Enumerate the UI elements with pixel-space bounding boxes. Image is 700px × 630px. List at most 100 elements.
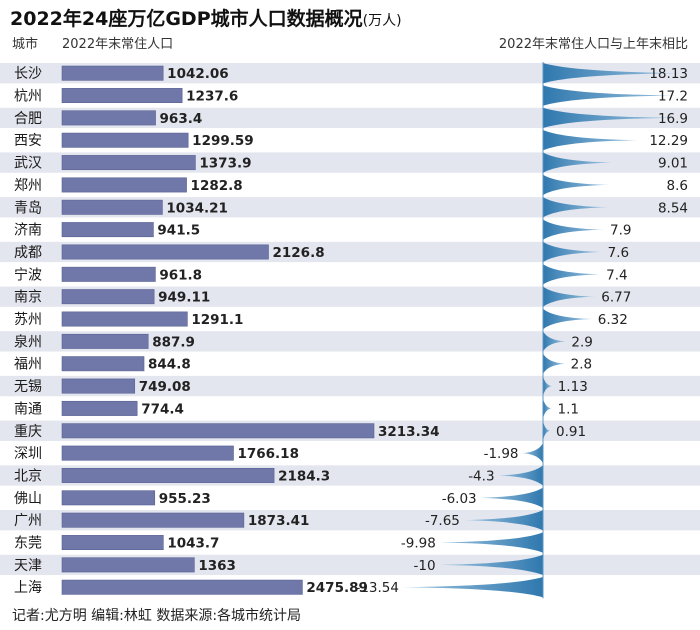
change-value-label: 1.1 xyxy=(557,401,578,417)
row-stripe xyxy=(0,353,700,374)
population-bar xyxy=(61,356,145,372)
city-label: 南京 xyxy=(14,290,42,306)
change-spike xyxy=(543,420,551,441)
change-spike xyxy=(543,219,605,240)
change-spike xyxy=(543,286,596,307)
city-label: 广州 xyxy=(14,513,42,529)
population-value-label: 1363 xyxy=(198,558,236,574)
population-bar xyxy=(61,266,156,282)
population-bar xyxy=(61,512,245,528)
change-spike xyxy=(543,308,592,330)
population-value-label: 941.5 xyxy=(157,223,200,239)
change-spike xyxy=(463,510,543,531)
city-label: 佛山 xyxy=(14,491,42,507)
city-label: 长沙 xyxy=(14,66,42,82)
population-value-label: 949.11 xyxy=(158,290,210,306)
change-spike xyxy=(480,487,543,508)
population-bar xyxy=(61,65,164,81)
change-spike xyxy=(543,353,565,374)
row-stripe xyxy=(0,264,700,285)
change-value-label: 0.91 xyxy=(556,424,586,440)
population-bar xyxy=(61,535,164,550)
change-value-label: -9.98 xyxy=(401,536,436,552)
change-value-label: 17.2 xyxy=(658,89,688,105)
change-value-label: 18.13 xyxy=(649,66,688,82)
chart-title-unit: (万人) xyxy=(363,13,402,29)
population-value-label: 1766.18 xyxy=(237,446,299,462)
population-bar xyxy=(61,333,149,349)
change-spike xyxy=(543,375,552,397)
city-label: 合肥 xyxy=(14,111,42,127)
row-stripe xyxy=(0,331,700,352)
change-spikes: 18.13 17.2 16.9 12.29 9.01 8.6 8.54 7.9 7.6 7.4 6.… xyxy=(355,62,688,599)
population-bar xyxy=(61,132,189,148)
change-spike xyxy=(403,577,543,598)
change-value-label: -1.98 xyxy=(484,446,519,462)
change-value-label: 2.9 xyxy=(571,334,592,350)
change-value-label: 16.9 xyxy=(658,111,688,127)
change-value-label: 1.13 xyxy=(558,379,588,395)
change-spike xyxy=(439,532,543,553)
row-stripe xyxy=(0,107,700,129)
change-spike xyxy=(543,264,601,285)
city-label: 南通 xyxy=(14,401,42,417)
change-spike xyxy=(543,130,638,151)
population-bar xyxy=(61,445,234,461)
population-value-label: 1873.41 xyxy=(248,513,309,529)
population-bar xyxy=(61,423,375,439)
city-label: 无锡 xyxy=(14,379,42,395)
change-value-label: 7.4 xyxy=(606,267,627,283)
city-label: 天津 xyxy=(14,558,42,574)
footer-credits: 记者:尤方明 编辑:林虹 数据来源:各城市统计局 xyxy=(12,607,301,624)
population-bar xyxy=(61,378,136,394)
change-value-label: 9.01 xyxy=(658,156,688,172)
population-bars: 1042.06 1237.6 963.4 1299.59 1373.9 1282.8 103… xyxy=(61,65,440,596)
city-label: 青岛 xyxy=(14,200,42,216)
population-bar xyxy=(61,222,154,238)
change-value-label: -4.3 xyxy=(468,468,494,484)
change-spike xyxy=(543,197,609,218)
population-value-label: 1373.9 xyxy=(199,156,251,172)
chart-title: 2022年24座万亿GDP城市人口数据概况(万人) xyxy=(10,7,402,30)
population-value-label: 1034.21 xyxy=(166,200,228,216)
population-value-label: 887.9 xyxy=(152,334,195,350)
header-left-series: 2022年末常住人口 xyxy=(62,37,173,52)
population-bar xyxy=(61,467,275,483)
population-value-label: 963.4 xyxy=(160,111,203,127)
city-label: 东莞 xyxy=(14,536,42,552)
population-value-label: 1282.8 xyxy=(191,178,243,194)
population-value-label: 844.8 xyxy=(148,357,191,373)
population-bar xyxy=(61,88,183,103)
city-label: 杭州 xyxy=(14,89,42,105)
city-label: 重庆 xyxy=(14,424,42,440)
change-spike xyxy=(543,241,602,263)
city-label: 深圳 xyxy=(14,446,42,462)
change-spike xyxy=(543,85,676,106)
population-value-label: 1299.59 xyxy=(192,133,254,149)
city-label: 苏州 xyxy=(14,312,42,328)
city-label: 武汉 xyxy=(14,156,42,172)
population-bar xyxy=(61,199,163,215)
row-stripe xyxy=(0,219,700,240)
row-stripe xyxy=(0,286,700,307)
population-value-label: 955.23 xyxy=(159,491,211,507)
population-bar xyxy=(61,400,138,416)
row-stripe xyxy=(0,63,700,84)
change-spike xyxy=(543,398,552,419)
population-value-label: 2126.8 xyxy=(273,245,325,261)
city-label: 成都 xyxy=(14,245,42,261)
change-spike xyxy=(543,63,683,84)
population-value-label: 2475.89 xyxy=(306,580,368,596)
city-label: 北京 xyxy=(14,468,42,484)
header-city: 城市 xyxy=(12,36,38,52)
population-bar xyxy=(61,110,156,126)
population-value-label: 961.8 xyxy=(159,267,202,283)
city-label: 上海 xyxy=(14,580,42,596)
population-value-label: 774.4 xyxy=(141,401,184,417)
population-bar xyxy=(61,490,156,506)
population-value-label: 1043.7 xyxy=(167,536,219,552)
population-value-label: 1237.6 xyxy=(186,89,238,105)
population-bar xyxy=(61,289,155,305)
change-value-label: -7.65 xyxy=(425,513,460,529)
